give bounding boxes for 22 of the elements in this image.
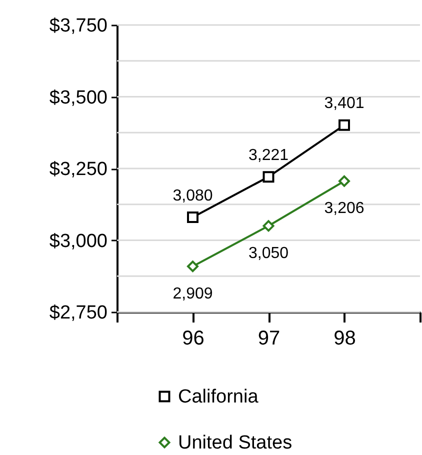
legend-label: United States: [178, 432, 292, 454]
y-tick-label: $2,750: [49, 302, 108, 324]
y-tick-label: $3,000: [49, 230, 108, 252]
data-label: 3,206: [324, 200, 364, 218]
point: [338, 175, 350, 187]
data-label: 3,401: [324, 95, 364, 112]
legend-label: California: [178, 386, 259, 408]
point: [262, 171, 274, 183]
point: [338, 119, 350, 131]
x-tick-label: 98: [334, 328, 356, 350]
data-label: 3,050: [248, 244, 289, 262]
point: [187, 260, 198, 272]
data-label: 3,221: [248, 146, 289, 164]
y-tick-label: $3,500: [49, 87, 108, 108]
data-label: 2,909: [172, 285, 213, 302]
point: [262, 220, 274, 232]
x-tick-label: 96: [182, 328, 204, 350]
y-tick-label: $3,750: [49, 16, 108, 36]
x-tick-label: 97: [258, 328, 280, 350]
data-label: 3,080: [172, 187, 213, 204]
point: [187, 212, 198, 224]
y-tick-label: $3,250: [49, 159, 108, 180]
